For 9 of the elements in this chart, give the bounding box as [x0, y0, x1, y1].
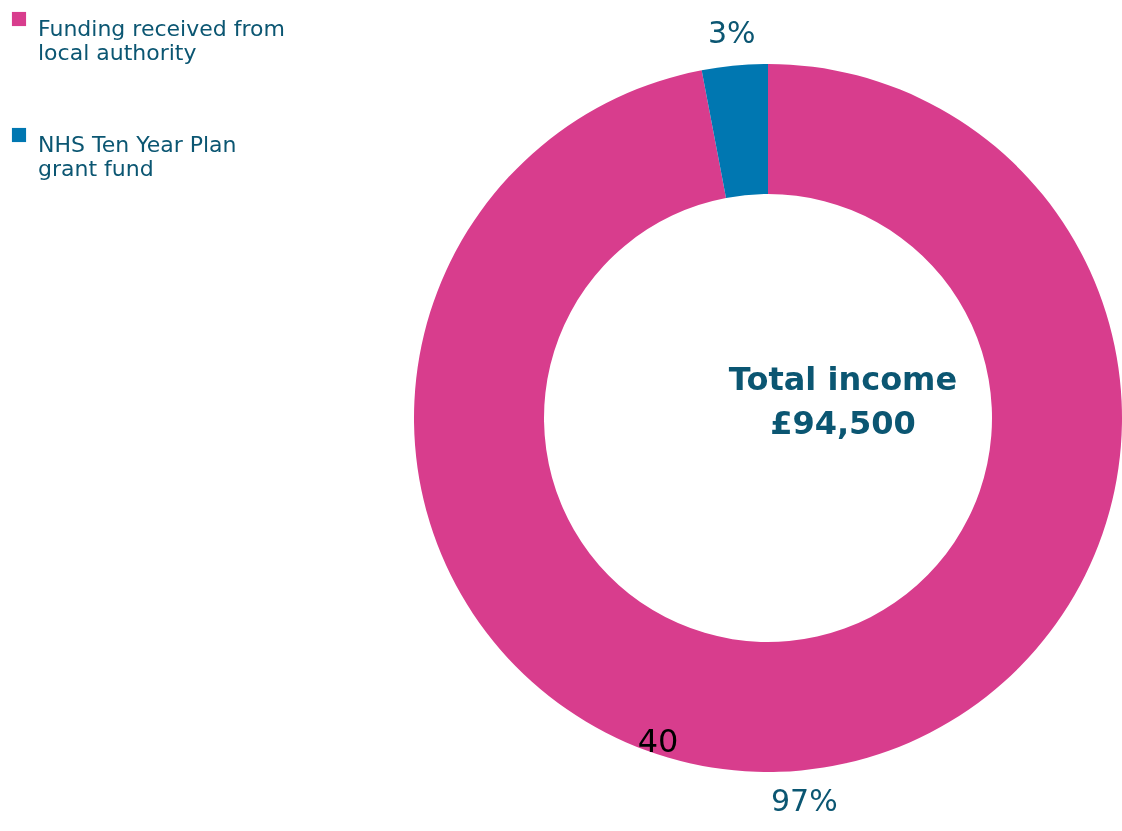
text: £94,500 [770, 404, 916, 442]
legend-label: Funding received from local authority [38, 16, 285, 65]
text: 40 [637, 722, 679, 760]
data-label: 97% [770, 783, 838, 819]
donut-slice [414, 64, 1122, 772]
data-label: 3% [707, 14, 756, 50]
donut-slice [701, 64, 768, 198]
text: Total income [728, 360, 958, 398]
legend-label: NHS Ten Year Plan grant fund [38, 132, 237, 181]
